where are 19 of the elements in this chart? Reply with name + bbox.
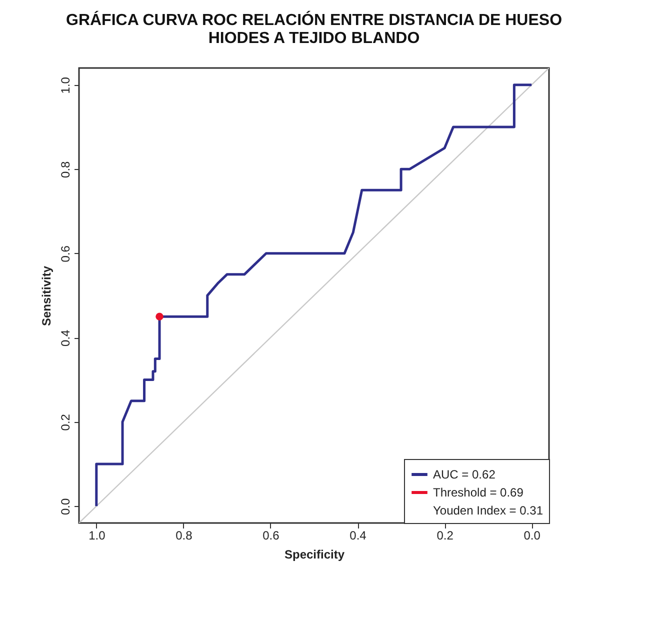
- legend-label: Threshold = 0.69: [433, 486, 524, 500]
- y-tick-label: 0.8: [58, 160, 72, 178]
- y-tick-label: 1.0: [58, 76, 72, 94]
- y-tick-label: 0.4: [58, 329, 72, 346]
- y-tick-label: 0.6: [58, 245, 72, 262]
- x-tick-label: 0.8: [176, 528, 193, 542]
- x-tick-label: 0.0: [524, 528, 541, 542]
- text: HIODES A TEJIDO BLANDO: [208, 30, 420, 47]
- annotation: Youden Index = 0.31: [433, 504, 544, 518]
- y-axis-title: Sensitivity: [40, 266, 54, 326]
- x-tick-label: 0.4: [350, 528, 367, 542]
- x-axis-title: Specificity: [284, 548, 345, 562]
- legend-label: AUC = 0.62: [433, 468, 496, 482]
- x-tick-label: 0.2: [436, 528, 454, 542]
- x-tick-label: 1.0: [88, 528, 106, 542]
- text: GRÁFICA CURVA ROC RELACIÓN ENTRE DISTANCIA DE HUESO: [66, 12, 562, 29]
- y-tick-label: 0.0: [58, 498, 72, 515]
- x-tick-label: 0.6: [262, 528, 280, 542]
- y-tick-label: 0.2: [58, 414, 72, 431]
